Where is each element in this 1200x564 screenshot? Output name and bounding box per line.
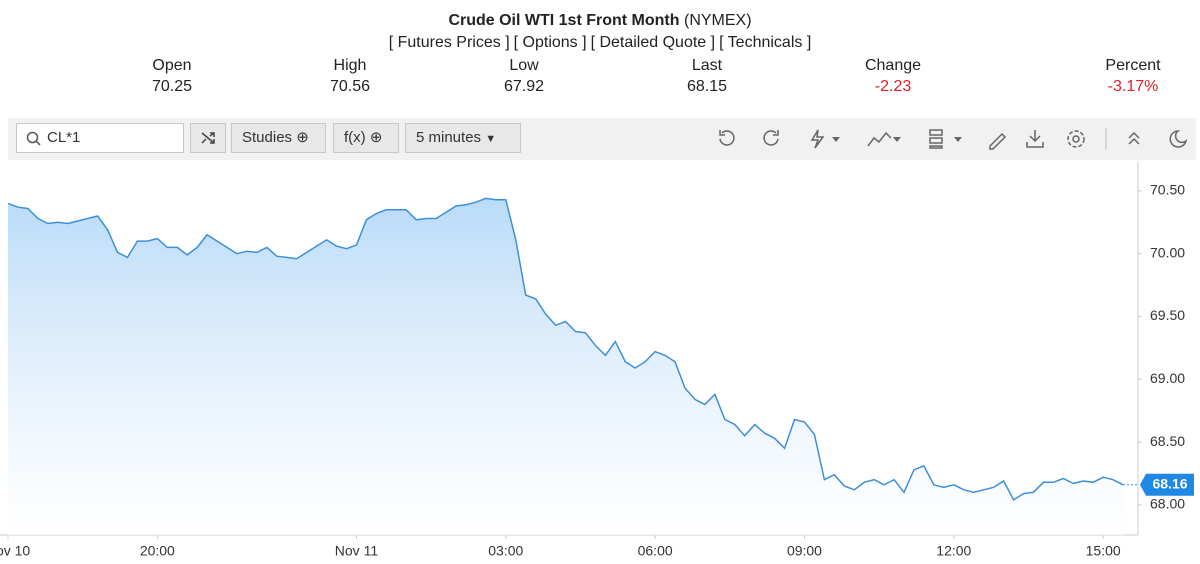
chart-type-icon[interactable] <box>867 131 892 147</box>
x-tick-label: 15:00 <box>1086 543 1121 559</box>
link[interactable]: [ Futures Prices ] <box>388 34 510 51</box>
fx-button[interactable]: f(x) ⊕ <box>333 123 399 153</box>
undo-icon[interactable] <box>719 130 735 146</box>
x-tick-label: 06:00 <box>638 543 673 559</box>
interval-label: 5 minutes <box>416 129 482 146</box>
quote-value: -2.23 <box>874 78 912 95</box>
quote-label: Last <box>691 57 723 74</box>
quote-last: Last 68.15 <box>627 55 787 97</box>
caret: ▼ <box>485 133 497 145</box>
x-tick-label: 12:00 <box>936 543 971 559</box>
draw-icon[interactable] <box>810 129 825 149</box>
last-price-tag <box>1140 473 1194 496</box>
quote-value: 68.15 <box>686 78 728 95</box>
x-tick-label: 03:00 <box>488 543 523 559</box>
y-tick-label: 68.50 <box>1150 433 1185 449</box>
collapse-icon[interactable] <box>1128 131 1140 145</box>
quote-label: Percent <box>1105 57 1161 74</box>
quote-label: Open <box>152 57 192 74</box>
quote-label: Low <box>509 57 539 74</box>
quote-value: 70.56 <box>329 78 371 95</box>
instrument-title: Crude Oil WTI 1st Front Month <box>448 12 680 29</box>
download-icon[interactable] <box>1026 130 1044 148</box>
layout-icon[interactable] <box>929 129 943 136</box>
title-line: Crude Oil WTI 1st Front Month (NYMEX) <box>0 12 1200 30</box>
quote-label: Change <box>864 57 922 74</box>
toolbar-icons <box>719 128 1188 150</box>
settings-icon[interactable] <box>1072 135 1080 143</box>
theme-icon[interactable] <box>1169 130 1188 148</box>
studies-button[interactable]: Studies ⊕ <box>231 123 326 153</box>
y-tick-label: 69.00 <box>1150 370 1185 386</box>
y-tick-label: 70.50 <box>1150 182 1185 198</box>
quote-change: Change -2.23 <box>813 55 973 97</box>
quote-high: High 70.56 <box>270 55 430 97</box>
quote-percent: Percent -3.17% <box>1053 55 1200 97</box>
link[interactable]: [ Technicals ] <box>719 34 812 51</box>
fx-label: f(x) <box>344 129 366 146</box>
plus-icon: ⊕ <box>296 129 309 146</box>
link[interactable]: [ Detailed Quote ] <box>590 34 716 51</box>
y-tick-label: 70.00 <box>1150 244 1185 260</box>
x-tick-label: 20:00 <box>140 543 175 559</box>
x-tick-label: 09:00 <box>787 543 822 559</box>
y-tick-label: 68.00 <box>1150 496 1185 512</box>
link[interactable]: [ Options ] <box>513 34 587 51</box>
quote-open: Open 70.25 <box>92 55 252 97</box>
compare-button[interactable] <box>190 123 226 153</box>
redo-icon[interactable] <box>763 130 779 146</box>
quote-value: -3.17% <box>1107 78 1159 95</box>
y-tick-label: 69.50 <box>1150 307 1185 323</box>
pencil-icon[interactable] <box>989 132 1007 150</box>
quote-label: High <box>333 57 367 74</box>
interval-button[interactable]: 5 minutes ▼ <box>405 123 521 153</box>
studies-label: Studies <box>242 129 293 146</box>
x-tick-label: Nov 11 <box>335 543 379 559</box>
shuffle-icon <box>201 132 215 144</box>
price-line <box>7 197 1124 501</box>
quote-value: 67.92 <box>503 78 545 95</box>
symbol-search[interactable]: CL*1 <box>16 123 184 153</box>
exchange: (NYMEX) <box>683 12 752 29</box>
plus-icon: ⊕ <box>369 129 383 146</box>
x-tick-label: Nov 10 <box>0 543 30 559</box>
links: [ Futures Prices ][ Options ][ Detailed … <box>0 34 1200 52</box>
area <box>8 198 1124 535</box>
search-icon <box>26 131 41 146</box>
quote-low: Low 67.92 <box>444 55 604 97</box>
quote-value: 70.25 <box>151 78 193 95</box>
last-price-label: 68.16 <box>1152 475 1187 491</box>
toolbar: CL*1 Studies ⊕ f(x) ⊕ 5 minutes ▼ <box>8 118 1196 160</box>
